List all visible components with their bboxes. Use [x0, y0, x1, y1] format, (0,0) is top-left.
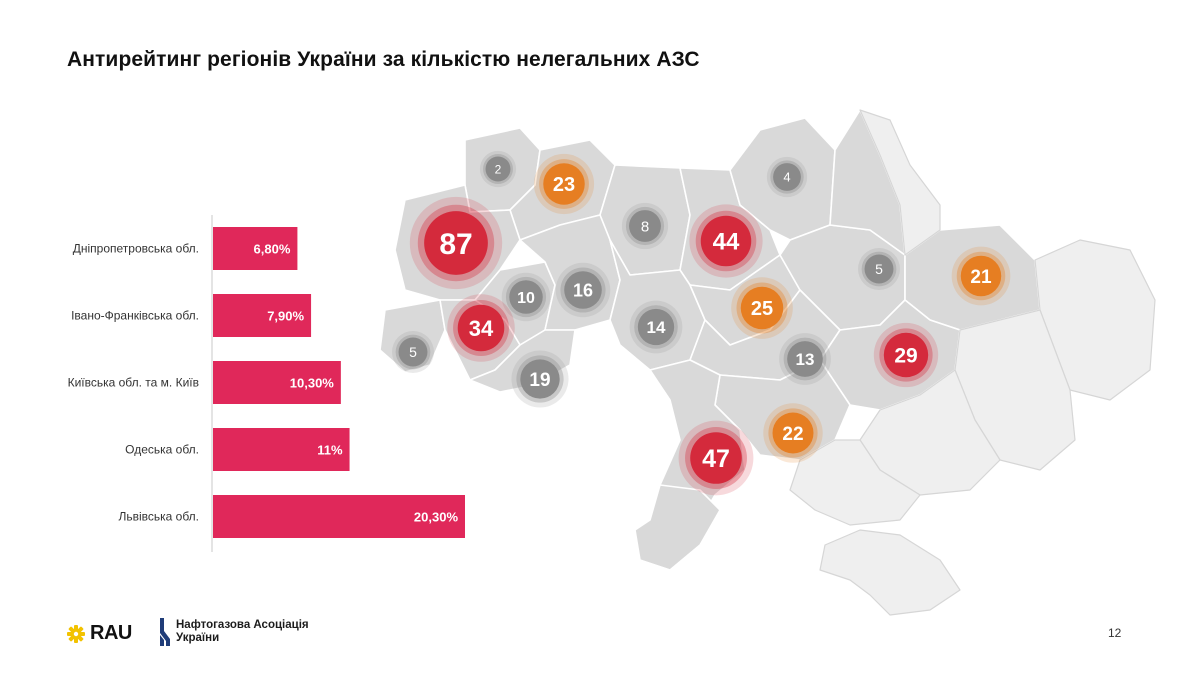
bar-value-label: 11%	[317, 443, 343, 458]
rau-logo: RAU	[66, 622, 132, 645]
bar-4	[213, 428, 350, 471]
page-number: 12	[1108, 626, 1122, 640]
bar-category-label: Івано-Франківська обл.	[71, 309, 199, 323]
bubble-core	[740, 286, 784, 330]
bubble: 13	[779, 333, 831, 385]
bubble-core	[457, 304, 505, 352]
bubble-value-label: 21	[970, 267, 992, 288]
bubble-value-label: 22	[782, 424, 803, 445]
bubble: 47	[678, 420, 754, 496]
bubble: 23	[533, 153, 595, 215]
bubble-value-label: 44	[713, 229, 740, 256]
naftogaz-logo-line2: України	[176, 632, 220, 644]
bar-category-label: Одеська обл.	[125, 443, 199, 457]
region-odesa-south	[634, 484, 721, 571]
bar-value-label: 20,30%	[414, 510, 459, 525]
bubble: 10	[501, 272, 551, 322]
map-regions-inactive	[789, 109, 1156, 616]
bubble-value-label: 34	[469, 316, 494, 341]
bubble-core	[960, 255, 1002, 297]
bubble-core	[543, 163, 585, 205]
bar-1	[213, 227, 298, 270]
bubble-value-label: 87	[439, 228, 472, 261]
bubble-core	[485, 156, 511, 182]
bar-value-label: 6,80%	[254, 242, 291, 257]
bubble: 25	[731, 277, 793, 339]
bubble-core	[637, 308, 675, 346]
rau-logo-text: RAU	[90, 622, 132, 644]
slide-title: Антирейтинг регіонів України за кількіст…	[67, 48, 700, 71]
bubble-value-label: 23	[553, 174, 575, 196]
bar-5	[213, 495, 465, 538]
bubble: 21	[951, 246, 1011, 306]
bubble-value-label: 2	[495, 162, 502, 176]
bubble-core	[398, 337, 428, 367]
naftogaz-logo-line1: Нафтогазова Асоціація	[176, 619, 309, 631]
region-donetsk	[954, 309, 1076, 471]
region-kherson	[789, 439, 921, 526]
naftogaz-association-logo: Нафтогазова Асоціація України	[158, 617, 309, 647]
bubble-value-label: 25	[751, 298, 773, 320]
rau-star-icon	[67, 624, 85, 643]
bubble-core	[509, 280, 543, 314]
bubble-value-label: 16	[573, 280, 593, 300]
bubble-core	[773, 163, 801, 191]
naftogaz-emblem-icon	[160, 618, 170, 646]
bubble: 5	[858, 248, 900, 290]
bubble: 14	[629, 300, 683, 354]
bubble-value-label: 19	[529, 370, 550, 391]
bubble: 5	[392, 331, 434, 373]
bar-chart: Дніпропетровська обл. 6,80% Івано-Франківс…	[68, 215, 465, 552]
bubble-value-label: 5	[409, 344, 417, 360]
bubble-core	[520, 359, 560, 399]
bubble-core	[424, 211, 488, 275]
bubble-value-label: 14	[647, 318, 666, 337]
bubble-core	[787, 341, 823, 377]
bubble: 44	[689, 204, 763, 278]
bubble-value-label: 29	[894, 345, 917, 368]
bubble-core	[864, 254, 894, 284]
bubble-value-label: 4	[783, 170, 790, 185]
bubble: 34	[447, 294, 515, 362]
bars-group: Дніпропетровська обл. 6,80% Івано-Франківс…	[68, 227, 465, 538]
bar-2	[213, 294, 312, 337]
bubble: 22	[763, 403, 823, 463]
region-ne-outer	[859, 109, 941, 256]
bar-category-label: Львівська обл.	[118, 510, 199, 524]
bubble: 19	[511, 350, 569, 408]
bubble-core	[629, 210, 661, 242]
bar-value-label: 10,30%	[290, 376, 335, 391]
region-crimea	[819, 529, 961, 616]
bubble-core	[772, 412, 814, 454]
bar-category-label: Дніпропетровська обл.	[73, 242, 199, 256]
bubble-value-label: 47	[702, 445, 730, 473]
bubble-core	[700, 215, 752, 267]
bar-3	[213, 361, 341, 404]
bubble-core	[883, 332, 929, 378]
bubble: 4	[766, 156, 808, 198]
bubble: 2	[479, 150, 517, 188]
bar-category-label: Київська обл. та м. Київ	[68, 376, 199, 390]
bubble-value-label: 13	[796, 350, 815, 369]
bubble-value-label: 8	[641, 218, 649, 235]
bubble-value-label: 5	[875, 261, 883, 277]
bubble: 87	[409, 196, 503, 290]
bubble-value-label: 10	[517, 290, 535, 307]
bar-value-label: 7,90%	[267, 309, 304, 324]
bubble-core	[690, 432, 742, 484]
bubble: 8	[621, 202, 669, 250]
bubble: 29	[873, 322, 939, 388]
bubble: 16	[555, 262, 611, 318]
bubble-core	[564, 271, 602, 309]
